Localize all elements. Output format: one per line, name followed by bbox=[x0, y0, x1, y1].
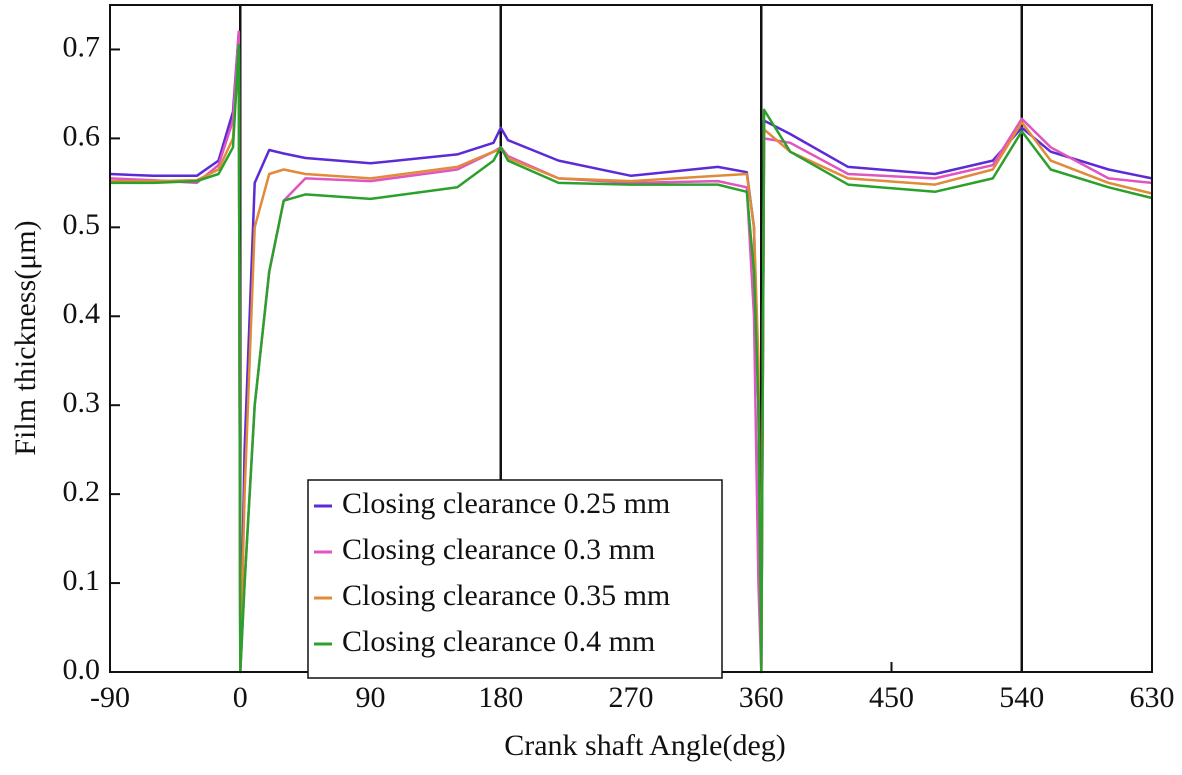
legend-label: Closing clearance 0.25 mm bbox=[342, 487, 670, 520]
y-tick-label: 0.7 bbox=[63, 30, 101, 63]
series-line bbox=[110, 43, 1153, 674]
x-tick-label: -90 bbox=[90, 681, 130, 714]
x-tick-label: 360 bbox=[739, 681, 784, 714]
x-tick-label: 630 bbox=[1130, 681, 1175, 714]
y-axis-label: Film thickness(μm) bbox=[9, 220, 42, 455]
x-tick-label: 450 bbox=[869, 681, 914, 714]
legend-label: Closing clearance 0.4 mm bbox=[342, 625, 655, 658]
y-tick-label: 0.0 bbox=[63, 653, 101, 686]
legend-label: Closing clearance 0.35 mm bbox=[342, 579, 670, 612]
y-tick-label: 0.6 bbox=[63, 119, 101, 152]
y-tick-label: 0.4 bbox=[63, 297, 101, 330]
y-tick-label: 0.5 bbox=[63, 208, 101, 241]
x-tick-label: 540 bbox=[999, 681, 1044, 714]
x-tick-label: 0 bbox=[233, 681, 248, 714]
x-tick-label: 270 bbox=[609, 681, 654, 714]
legend-label: Closing clearance 0.3 mm bbox=[342, 533, 655, 566]
y-tick-label: 0.1 bbox=[63, 564, 101, 597]
x-axis-label: Crank shaft Angle(deg) bbox=[504, 729, 786, 762]
legend-box bbox=[307, 479, 723, 679]
y-tick-label: 0.3 bbox=[63, 386, 101, 419]
x-tick-label: 90 bbox=[356, 681, 386, 714]
x-tick-label: 180 bbox=[478, 681, 523, 714]
y-tick-label: 0.2 bbox=[63, 475, 101, 508]
